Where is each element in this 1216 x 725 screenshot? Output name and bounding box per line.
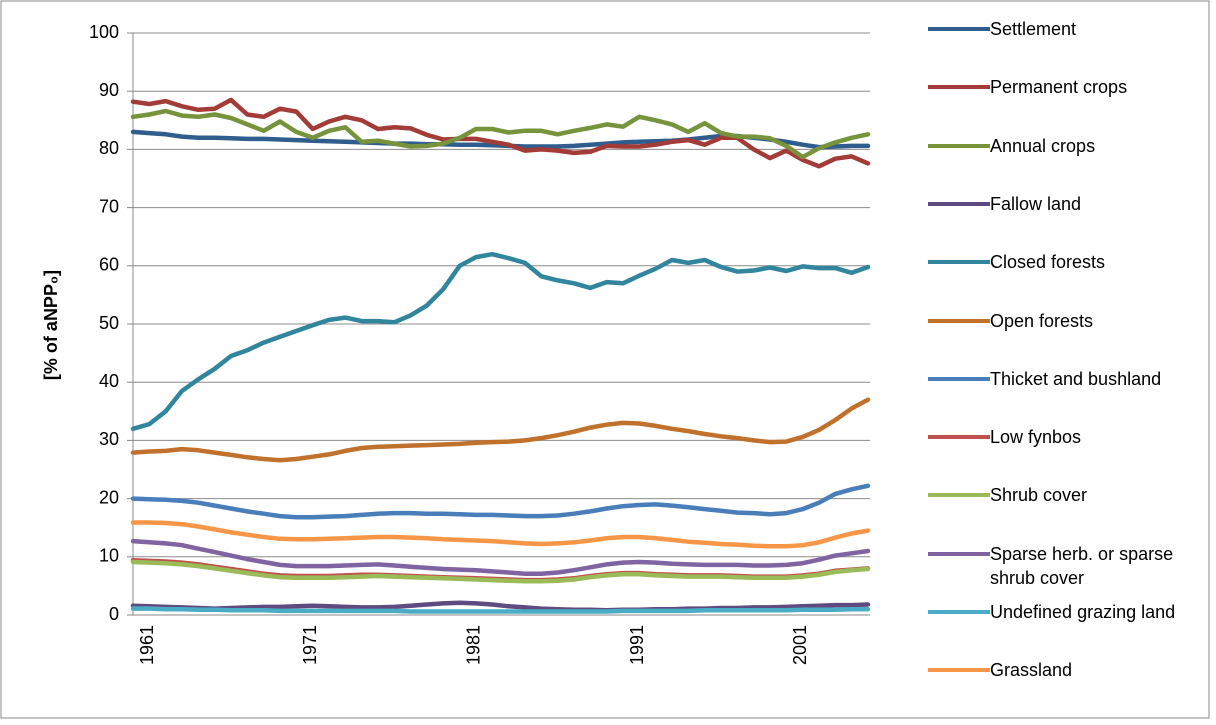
series-line [130, 397, 871, 463]
legend-entry: Annual crops [928, 134, 1195, 158]
legend-entry: Settlement [928, 17, 1195, 41]
legend-entry: Permanent crops [928, 75, 1195, 99]
y-tick-label: 50 [99, 313, 119, 333]
legend-label: Low fynbos [990, 427, 1082, 448]
legend-label: Closed forests [990, 252, 1106, 273]
legend-entry: Shrub cover [928, 483, 1195, 507]
y-tick-label: 40 [99, 371, 119, 391]
legend-entry: Grassland [928, 658, 1195, 682]
legend-swatch [928, 143, 990, 148]
y-tick-label: 70 [99, 196, 119, 216]
legend-swatch [928, 85, 990, 90]
legend-entry: Fallow land [928, 192, 1195, 216]
series-line [130, 97, 871, 169]
y-tick-label: 0 [109, 604, 119, 624]
legend-label: Fallow land [990, 193, 1082, 214]
legend-entry: Low fynbos [928, 425, 1195, 449]
legend-label: Undefined grazing land [990, 602, 1176, 622]
y-tick-label: 100 [89, 22, 119, 42]
x-tick-label: 1971 [300, 625, 320, 665]
x-tick-label: 1961 [137, 625, 157, 665]
y-tick-label: 30 [99, 429, 119, 449]
legend-entry: Undefined grazing land [928, 600, 1195, 624]
y-tick-label: 80 [99, 138, 119, 158]
x-tick-label: 2001 [790, 625, 810, 665]
y-tick-label: 90 [99, 80, 119, 100]
legend-swatch [928, 551, 990, 556]
legend-swatch [928, 376, 990, 381]
legend-swatch [928, 668, 990, 673]
legend-label: Annual crops [990, 135, 1096, 156]
y-tick-label: 20 [99, 487, 119, 507]
legend-entry: Sparse herb. or sparse shrub cover [928, 542, 1195, 590]
legend-label: Open forests [990, 310, 1094, 331]
legend-swatch [928, 610, 990, 614]
legend-swatch [928, 27, 990, 31]
legend-swatch [928, 435, 990, 440]
legend-label: Permanent crops [990, 77, 1128, 98]
series-line [130, 600, 871, 613]
y-axis-label: [% of aNPP₀] [41, 270, 61, 380]
legend-entry: Open forests [928, 309, 1195, 333]
series-line [130, 251, 871, 432]
legend-label: Thicket and bushland [990, 368, 1162, 389]
legend-swatch [928, 260, 990, 265]
legend-label: Settlement [990, 19, 1077, 39]
x-tick-label: 1991 [627, 625, 647, 665]
series-line [130, 483, 871, 520]
legend-entry: Thicket and bushland [928, 367, 1195, 391]
legend-label: Grassland [990, 660, 1073, 681]
series-line [130, 520, 871, 549]
legend-entry: Closed forests [928, 250, 1195, 274]
series-line [130, 538, 871, 576]
legend-swatch [928, 201, 990, 206]
series-line [130, 606, 871, 614]
legend-label: Sparse herb. or sparse shrub cover [990, 543, 1174, 588]
series-line [130, 559, 871, 584]
legend-label: Shrub cover [990, 485, 1088, 506]
legend-swatch [928, 493, 990, 498]
y-tick-label: 10 [99, 546, 119, 566]
legend-swatch [928, 318, 990, 323]
x-tick-label: 1981 [463, 625, 483, 665]
series-line [130, 108, 871, 160]
y-tick-label: 60 [99, 255, 119, 275]
